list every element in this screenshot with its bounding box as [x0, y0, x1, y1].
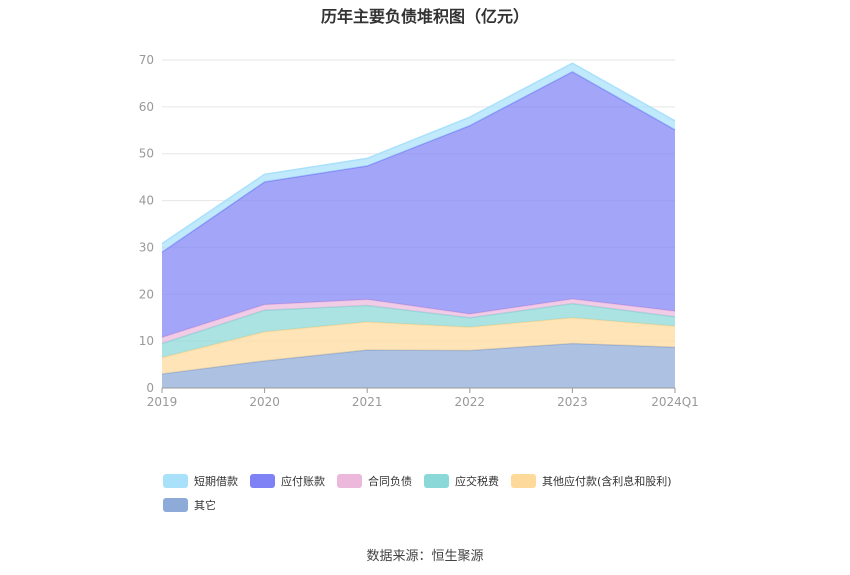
y-tick-label: 60 — [139, 100, 154, 114]
area-series-line-5 — [161, 62, 676, 245]
data-source: 数据来源：恒生聚源 — [366, 549, 484, 564]
legend-label: 合同负债 — [368, 475, 412, 488]
area-series-2[interactable] — [162, 303, 675, 358]
legend-swatch — [511, 474, 536, 488]
y-tick-label: 20 — [139, 287, 154, 301]
x-tick-label: 2021 — [352, 395, 383, 409]
legend-item[interactable]: 其它 — [163, 497, 216, 513]
legend: 短期借款 应付账款 合同负债 应交税费 其他应付款(含利息和股利) 其它 — [163, 473, 723, 513]
x-tick-label: 2024Q1 — [651, 395, 699, 409]
x-tick-label: 2020 — [249, 395, 280, 409]
y-tick-label: 30 — [139, 240, 154, 254]
legend-swatch — [337, 474, 362, 488]
legend-swatch — [250, 474, 275, 488]
legend-item[interactable]: 其他应付款(含利息和股利) — [511, 473, 672, 489]
area-series-4[interactable] — [162, 71, 675, 338]
y-tick-label: 40 — [139, 194, 154, 208]
legend-label: 短期借款 — [194, 475, 238, 488]
legend-item[interactable]: 应交税费 — [424, 473, 499, 489]
y-tick-label: 0 — [146, 381, 154, 395]
y-tick-label: 10 — [139, 334, 154, 348]
legend-label: 应付账款 — [281, 475, 325, 488]
x-tick-label: 2019 — [147, 395, 178, 409]
legend-swatch — [424, 474, 449, 488]
legend-swatch — [163, 474, 188, 488]
legend-item[interactable]: 短期借款 — [163, 473, 238, 489]
y-tick-label: 50 — [139, 147, 154, 161]
legend-label: 应交税费 — [455, 475, 499, 488]
area-series-3[interactable] — [162, 298, 675, 344]
area-series-0[interactable] — [162, 343, 675, 388]
x-tick-label: 2022 — [455, 395, 486, 409]
legend-item[interactable]: 应付账款 — [250, 473, 325, 489]
legend-item[interactable]: 合同负债 — [337, 473, 412, 489]
area-series-1[interactable] — [162, 317, 675, 374]
legend-swatch — [163, 498, 188, 512]
legend-label: 其他应付款(含利息和股利) — [542, 475, 672, 488]
area-series-layer — [161, 62, 676, 388]
legend-label: 其它 — [194, 499, 216, 512]
chart-title: 历年主要负债堆积图（亿元） — [320, 7, 529, 26]
axes: 0 10 20 30 40 50 60 70 2019 2020 2021 2022 2023 2024Q… — [139, 53, 699, 409]
x-tick-label: 2023 — [557, 395, 588, 409]
y-tick-label: 70 — [139, 53, 154, 67]
